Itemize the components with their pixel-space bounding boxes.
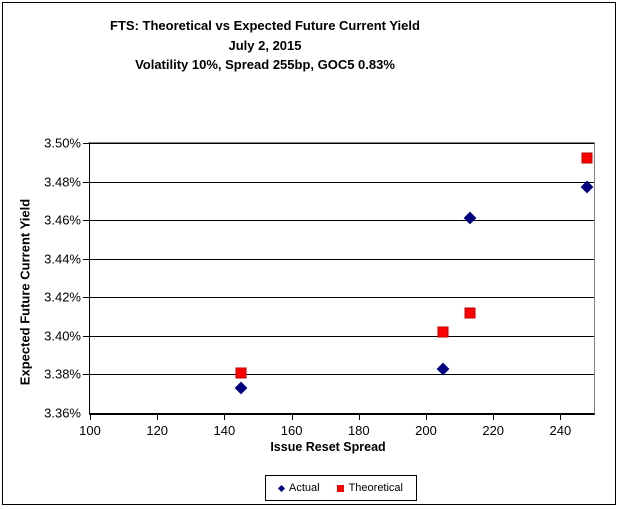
y-tick-label: 3.48%: [44, 174, 81, 190]
data-point-actual: [463, 211, 477, 225]
data-point-theoretical: [464, 307, 476, 319]
chart-title: FTS: Theoretical vs Expected Future Curr…: [110, 18, 420, 33]
y-tick-label: 3.36%: [44, 405, 81, 421]
plot-area: 3.50% 3.48% 3.46% 3.44% 3.42% 3.40% 3.38% 3.36%…: [44, 136, 595, 438]
legend: Actual Theoretical: [89, 475, 593, 501]
y-tick-mark: [83, 335, 89, 337]
x-tick-label: 180: [347, 423, 370, 438]
x-axis-title: Issue Reset Spread: [270, 440, 386, 454]
gridline: [90, 297, 594, 299]
legend-item-theoretical: Theoretical: [336, 482, 403, 494]
legend-box: Actual Theoretical: [265, 475, 417, 501]
y-tick-label: 3.44%: [44, 251, 81, 267]
y-axis-title: Expected Future Current Yield: [17, 198, 33, 386]
x-tick-mark: [90, 415, 91, 420]
x-tick-mark: [291, 415, 293, 420]
x-tick-mark: [426, 415, 427, 420]
x-tick-mark: [358, 415, 360, 420]
data-point-theoretical: [581, 152, 593, 164]
gridline: [90, 374, 594, 376]
y-tick-mark: [83, 374, 89, 376]
y-tick-label: 3.46%: [44, 212, 81, 228]
x-tick-label: 100: [79, 423, 101, 438]
y-tick-mark: [83, 258, 89, 260]
y-tick-label: 3.42%: [44, 289, 81, 305]
chart-subtitle-date: July 2, 2015: [228, 37, 302, 53]
y-tick-label: 3.38%: [44, 366, 81, 382]
x-tick-mark: [493, 415, 495, 420]
x-tick-mark: [224, 415, 226, 420]
data-point-theoretical: [235, 367, 247, 378]
legend-item-actual: Actual: [277, 482, 320, 494]
x-tick-label: 220: [482, 423, 505, 438]
data-point-actual: [234, 381, 248, 395]
diamond-icon: [277, 484, 286, 492]
y-tick-mark: [83, 181, 89, 183]
gridline: [90, 181, 594, 183]
legend-label: Theoretical: [348, 482, 403, 494]
y-tick-label: 3.40%: [44, 328, 81, 344]
gridline: [90, 143, 594, 144]
data-point-actual: [436, 362, 450, 376]
square-icon: [336, 484, 344, 492]
x-tick-label: 140: [213, 423, 236, 438]
x-tick-label: 200: [415, 423, 437, 438]
x-tick-mark: [157, 415, 159, 420]
gridline: [90, 220, 594, 222]
gridline: [90, 258, 594, 260]
data-point-theoretical: [437, 326, 449, 338]
data-point-actual: [580, 180, 594, 194]
chart-subtitle-params: Volatility 10%, Spread 255bp, GOC5 0.83%: [135, 57, 395, 72]
x-tick-mark: [560, 415, 562, 420]
y-tick-mark: [83, 220, 89, 222]
y-tick-label: 3.50%: [44, 135, 81, 151]
x-tick-label: 120: [146, 423, 169, 438]
x-tick-label: 240: [549, 423, 572, 438]
y-tick-mark: [83, 143, 89, 144]
x-tick-label: 160: [280, 423, 303, 438]
y-tick-mark: [83, 297, 89, 299]
legend-label: Actual: [289, 482, 320, 494]
chart-title-block: FTS: Theoretical vs Expected Future Curr…: [0, 16, 530, 75]
gridline: [90, 335, 594, 337]
